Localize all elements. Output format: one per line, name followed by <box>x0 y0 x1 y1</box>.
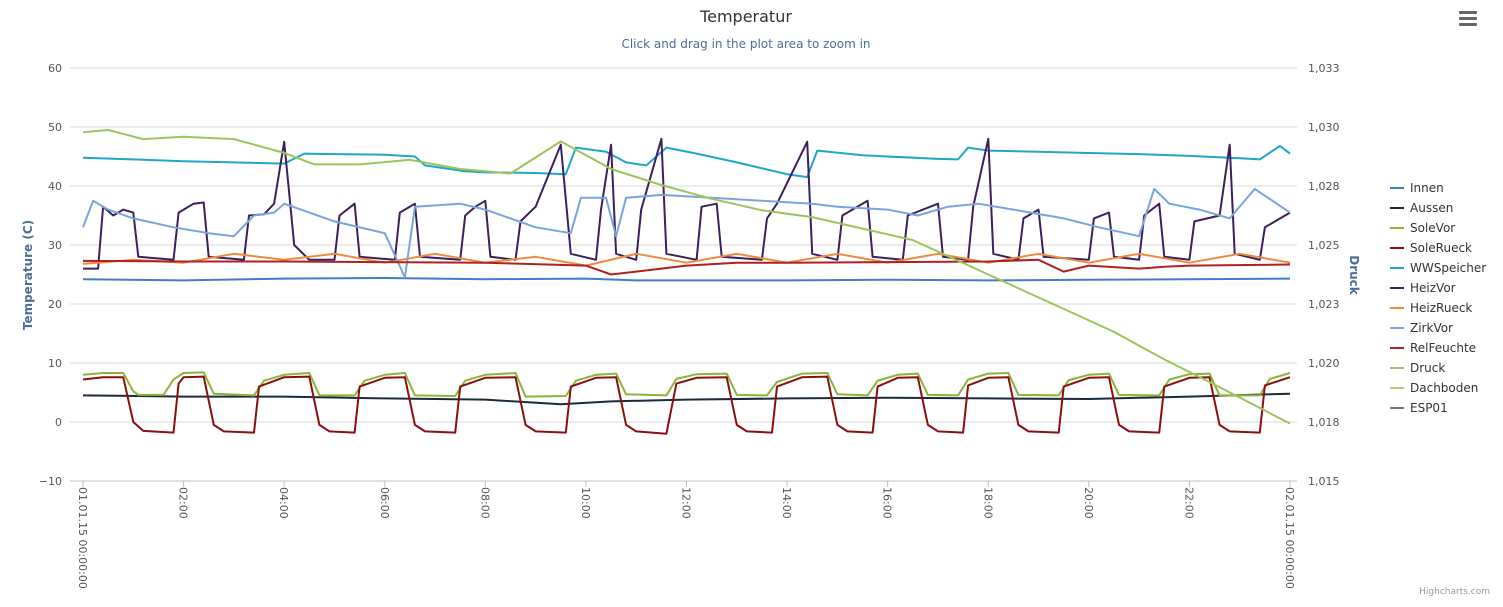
legend-item-solevor[interactable]: SoleVor <box>1390 221 1455 235</box>
legend-item-wwspeicher[interactable]: WWSpeicher <box>1390 261 1486 275</box>
x-tick-label: 02:00 <box>177 487 190 519</box>
x-tick-label: 08:00 <box>478 487 491 519</box>
y-left-tick-label: 0 <box>55 416 62 429</box>
series-line-solerueck[interactable] <box>82 375 1291 435</box>
series-line-innen[interactable] <box>82 277 1291 282</box>
legend-label: SoleVor <box>1410 221 1455 235</box>
x-tick-label: 18:00 <box>981 487 994 519</box>
y-left-tick-label: 60 <box>48 62 62 75</box>
legend-item-relfeuchte[interactable]: RelFeuchte <box>1390 341 1476 355</box>
legend-label: WWSpeicher <box>1410 261 1486 275</box>
legend-label: Innen <box>1410 181 1444 195</box>
y-left-tick-label: 30 <box>48 239 62 252</box>
y-right-tick-label: 1,015 <box>1308 475 1340 488</box>
y-right-tick-label: 1,030 <box>1308 121 1340 134</box>
series-line-heizrueck[interactable] <box>82 252 1291 267</box>
y-right-tick-label: 1,025 <box>1308 239 1340 252</box>
x-tick-label: 04:00 <box>277 487 290 519</box>
series-line-druck[interactable] <box>82 129 1291 425</box>
series-line-relfeuchte[interactable] <box>82 258 1291 276</box>
x-tick-label: 16:00 <box>881 487 894 519</box>
x-tick-label: 20:00 <box>1082 487 1095 519</box>
series-line-heizvor[interactable] <box>83 137 1291 270</box>
legend-label: Aussen <box>1410 201 1453 215</box>
legend-label: Dachboden <box>1410 381 1478 395</box>
legend-label: ESP01 <box>1410 401 1448 415</box>
series-line-solevor[interactable] <box>82 371 1291 398</box>
legend-item-esp01[interactable]: ESP01 <box>1390 401 1448 415</box>
x-tick-label: 01.01.15 00:00:00 <box>76 487 89 589</box>
legend-label: HeizRueck <box>1410 301 1472 315</box>
legend-label: SoleRueck <box>1410 241 1472 255</box>
chart-title: Temperatur <box>699 7 792 26</box>
credits-link[interactable]: Highcharts.com <box>1419 587 1490 597</box>
legend-item-heizvor[interactable]: HeizVor <box>1390 281 1456 295</box>
grid <box>70 67 1297 482</box>
legend-item-zirkvor[interactable]: ZirkVor <box>1390 321 1453 335</box>
y-right-tick-label: 1,020 <box>1308 357 1340 370</box>
series-lines <box>82 129 1291 435</box>
y-left-tick-label: 50 <box>48 121 62 134</box>
x-tick-label: 22:00 <box>1182 487 1195 519</box>
series-line-wwspeicher[interactable] <box>82 144 1291 179</box>
x-tick-label: 10:00 <box>579 487 592 519</box>
y-left-tick-label: 20 <box>48 298 62 311</box>
chart-subtitle: Click and drag in the plot area to zoom … <box>621 37 870 51</box>
y-left-axis-title: Temperature (C) <box>21 220 35 330</box>
legend-item-dachboden[interactable]: Dachboden <box>1390 381 1478 395</box>
x-tick-label: 12:00 <box>680 487 693 519</box>
x-tick-label: 14:00 <box>780 487 793 519</box>
legend-item-heizrueck[interactable]: HeizRueck <box>1390 301 1472 315</box>
y-right-axis-title: Druck <box>1347 255 1361 296</box>
y-left-tick-label: 10 <box>48 357 62 370</box>
legend-label: Druck <box>1410 361 1445 375</box>
y-right-tick-label: 1,028 <box>1308 180 1340 193</box>
series-line-aussen[interactable] <box>82 392 1291 406</box>
x-tick-label: 02.01.15 00:00:00 <box>1283 487 1296 589</box>
legend-item-aussen[interactable]: Aussen <box>1390 201 1453 215</box>
y-right-tick-label: 1,018 <box>1308 416 1340 429</box>
x-tick-label: 06:00 <box>378 487 391 519</box>
y-left-tick-label: −10 <box>39 475 62 488</box>
legend-item-druck[interactable]: Druck <box>1390 361 1445 375</box>
axes: 60 50 40 30 20 10 0 −10 1,033 1,030 1,028 1,025 1,02… <box>21 62 1361 589</box>
legend-label: RelFeuchte <box>1410 341 1476 355</box>
legend: Innen Aussen SoleVor SoleRueck WWSpeicher Hei… <box>1390 181 1486 415</box>
y-right-tick-label: 1,023 <box>1308 298 1340 311</box>
series-line-zirkvor[interactable] <box>82 187 1291 279</box>
legend-label: ZirkVor <box>1410 321 1453 335</box>
y-right-tick-label: 1,033 <box>1308 62 1340 75</box>
hamburger-menu-icon[interactable] <box>1455 8 1481 30</box>
legend-label: HeizVor <box>1410 281 1456 295</box>
y-left-tick-label: 40 <box>48 180 62 193</box>
legend-item-innen[interactable]: Innen <box>1390 181 1444 195</box>
legend-item-solerueck[interactable]: SoleRueck <box>1390 241 1472 255</box>
